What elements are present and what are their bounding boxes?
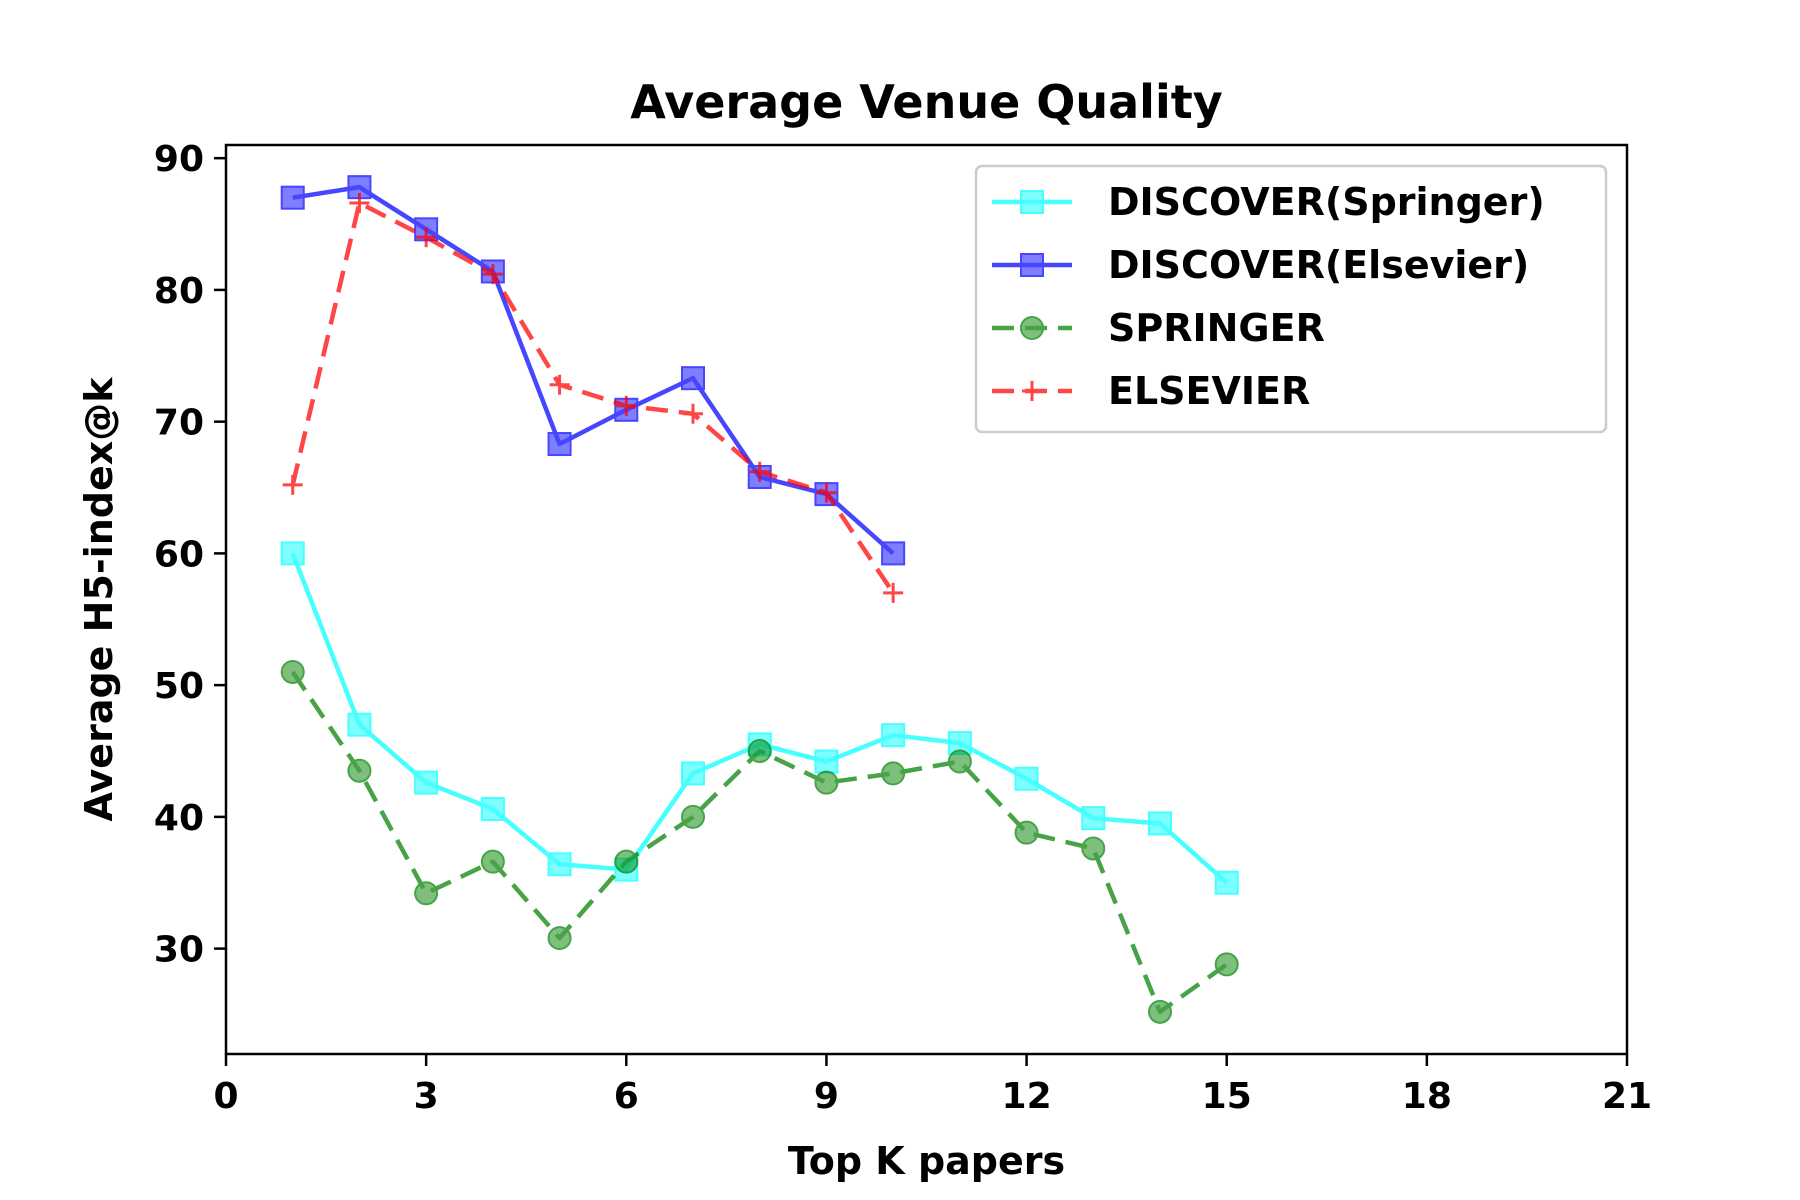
data-point [1214,870,1239,895]
series-line [292,184,895,556]
series-elsevier [282,192,904,603]
data-point [747,739,772,763]
legend-marker [1020,253,1044,277]
data-point [347,712,372,737]
x-axis-label: Top K papers [788,1139,1065,1183]
data-point [280,659,305,684]
data-point [883,582,904,603]
data-point [482,264,503,285]
data-point [480,796,505,821]
legend-box [974,164,1608,434]
data-point [347,758,372,783]
series-springer [280,659,1239,1024]
series-discover-springer- [280,541,1239,895]
legend-item: DISCOVER(Elsevier) [992,243,1529,287]
data-point [1014,766,1039,791]
x-tick-label: 9 [814,1076,839,1117]
series-line [290,552,1229,885]
data-point [616,395,637,416]
plot-frame [224,143,1629,1056]
data-point [1081,806,1106,831]
legend-label: ELSEVIER [1108,369,1310,413]
data-point [280,185,305,210]
legend-item: ELSEVIER [992,369,1310,413]
data-point [547,926,572,951]
legend-item: DISCOVER(Springer) [992,180,1545,224]
legend-item: SPRINGER [992,306,1325,350]
data-point [349,192,370,213]
data-point [416,227,437,248]
chart-title: Average Venue Quality [630,75,1222,129]
x-tick-label: 3 [414,1076,439,1117]
data-point [816,482,837,503]
y-tick-label: 40 [154,798,204,839]
series-line [290,200,896,595]
y-tick-label: 80 [154,271,204,312]
legend-marker [1020,316,1044,340]
data-point [1081,836,1106,861]
x-tick-label: 6 [614,1076,639,1117]
data-point [681,761,705,786]
y-tick-label: 90 [154,139,204,180]
data-point [1148,811,1172,836]
legend-marker [1020,190,1044,214]
axes: 0 3 6 9 12 15 18 21 30 40 50 60 70 80 90 [154,139,1652,1117]
data-point [814,770,839,795]
x-tick-label: 15 [1202,1076,1252,1117]
legend-marker [1022,381,1042,401]
data-point [683,403,703,424]
data-point [1014,820,1039,845]
data-point [414,881,439,906]
data-point [282,474,303,495]
y-axis-label: Average H5-index@k [77,377,121,822]
data-point [414,770,439,795]
data-point [480,849,505,874]
data-point [814,749,839,774]
data-point [681,804,705,829]
x-tick-label: 21 [1602,1076,1652,1117]
data-point [1214,952,1239,977]
data-point [881,541,906,566]
data-point [681,366,705,391]
x-tick-label: 18 [1402,1076,1452,1117]
y-tick-label: 50 [154,666,204,707]
data-point [280,541,305,566]
y-tick-label: 60 [154,534,204,575]
legend-label: DISCOVER(Elsevier) [1108,243,1529,287]
data-point [947,749,972,774]
data-point [549,374,570,395]
data-point [547,852,572,877]
y-tick-label: 70 [154,403,204,444]
legend-label: DISCOVER(Springer) [1108,180,1545,224]
series-discover-elsevier- [280,175,906,566]
data-point [881,761,906,786]
data-point [614,849,639,874]
x-tick-label: 0 [213,1076,238,1117]
data-point [1148,999,1172,1024]
x-tick-label: 12 [1002,1076,1052,1117]
data-point [881,723,906,748]
data-point [749,461,770,482]
legend-label: SPRINGER [1108,306,1325,350]
legend: DISCOVER(Springer) DISCOVER(Elsevier) SPRI… [974,164,1608,434]
y-tick-label: 30 [154,930,204,971]
plot-area [280,175,1239,1024]
data-point [547,432,572,457]
